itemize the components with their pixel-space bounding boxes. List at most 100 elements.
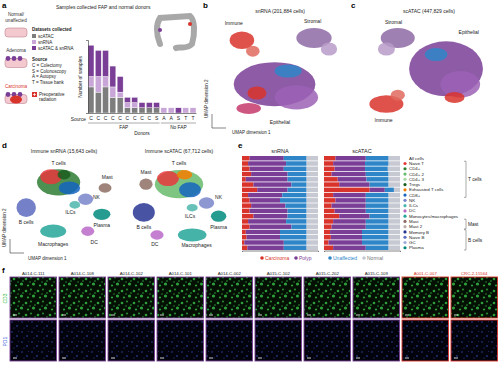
cluster-label: DC [151, 241, 159, 247]
bar [183, 107, 189, 108]
bar [250, 167, 284, 171]
cluster-label: Plasma [93, 222, 110, 228]
bar [132, 108, 138, 113]
bar [307, 193, 318, 197]
legend-dot [403, 167, 406, 170]
bar [324, 193, 333, 197]
micrograph [59, 277, 106, 318]
bar [366, 246, 389, 250]
panel-d: T cellsNKILCsMastPlasmaB cellsMacrophage… [2, 148, 227, 261]
bar [362, 240, 389, 244]
cell-cluster [275, 85, 319, 109]
axis-title: Donors [134, 131, 150, 136]
umap-title: scATAC (447,829 cells) [403, 8, 455, 14]
cell-cluster [199, 197, 214, 208]
scale-bar [454, 358, 458, 359]
bar [324, 182, 339, 186]
bar [242, 219, 248, 223]
bar [110, 97, 116, 113]
bar [370, 214, 389, 218]
sample-label: A015-C-202 [316, 271, 340, 276]
bar [251, 172, 287, 176]
bar [389, 203, 400, 207]
tick: C [126, 113, 130, 121]
bar [324, 230, 330, 234]
micrograph [402, 277, 449, 318]
legend-label: NK [409, 198, 415, 203]
bar [280, 235, 307, 239]
bar [333, 193, 366, 197]
tick: T [184, 113, 187, 121]
cell-cluster [178, 228, 207, 241]
bar [324, 177, 338, 181]
legend-label: ILCs [409, 203, 419, 208]
bar [324, 214, 339, 218]
sample-label: A015-C-102 [267, 271, 291, 276]
bar [248, 219, 286, 223]
bar [389, 198, 400, 202]
stage-icon [6, 56, 11, 61]
legend-dot [294, 256, 298, 260]
panel-letter: d [2, 141, 7, 150]
legend-dot [403, 162, 406, 165]
legend-dot [260, 256, 264, 260]
scale-bar [62, 315, 66, 316]
micrograph [451, 320, 498, 361]
cluster-label: DC [91, 239, 99, 245]
x-axis [243, 251, 319, 252]
sample-label: CRC-2-15564 [461, 271, 488, 276]
panel-letter: a [2, 1, 7, 10]
bar [132, 103, 138, 108]
legend-dot [403, 236, 406, 239]
scale-bar [209, 358, 213, 359]
bar [139, 108, 145, 113]
bar [307, 224, 318, 228]
bar [365, 161, 389, 165]
bar [307, 182, 318, 186]
legend-label: Mast 2 [409, 224, 423, 229]
tick-label: T [191, 115, 194, 121]
cell-cluster [69, 201, 80, 209]
figure-root: abcdefSamples collected FAP and normal d… [0, 0, 503, 367]
legend-title: Source [32, 57, 48, 62]
scale-bar [356, 358, 360, 359]
bar [307, 209, 318, 213]
sample-label: A014-C-102 [120, 271, 144, 276]
legend-label: Polyp [299, 255, 312, 261]
tick-label: C [89, 115, 93, 121]
scale-bar [405, 315, 409, 316]
sample-label: A014-C-002 [218, 271, 242, 276]
group-label: Mast [468, 222, 479, 227]
tick: C [133, 113, 137, 121]
micrograph [157, 277, 204, 318]
bar [286, 219, 307, 223]
cell-cluster [179, 182, 201, 197]
bar [183, 108, 189, 113]
bar [366, 172, 389, 176]
bar [246, 230, 280, 234]
bar [250, 156, 284, 160]
bar [288, 188, 307, 192]
cluster-label: Macrophages [181, 242, 212, 248]
bar [110, 66, 116, 87]
tick-label: C [96, 115, 100, 121]
micrograph [304, 320, 351, 361]
bar [190, 107, 196, 108]
group-label: FAP [119, 125, 128, 130]
scale-bar [160, 358, 164, 359]
tick-label: C [133, 115, 137, 121]
colon-mark [158, 28, 162, 32]
tick-label: C [140, 115, 144, 121]
bar [242, 188, 257, 192]
tick: C [140, 113, 144, 121]
cluster-label: Plasma [210, 224, 227, 230]
bar [362, 235, 389, 239]
tick-label: S [177, 115, 181, 121]
bar [389, 161, 400, 165]
legend-label: Carcinoma [265, 255, 289, 261]
scale-bar [209, 315, 213, 316]
panel-letter: b [203, 1, 208, 10]
bar [284, 240, 307, 244]
tick: T [191, 113, 194, 121]
cell-cluster [133, 203, 155, 222]
